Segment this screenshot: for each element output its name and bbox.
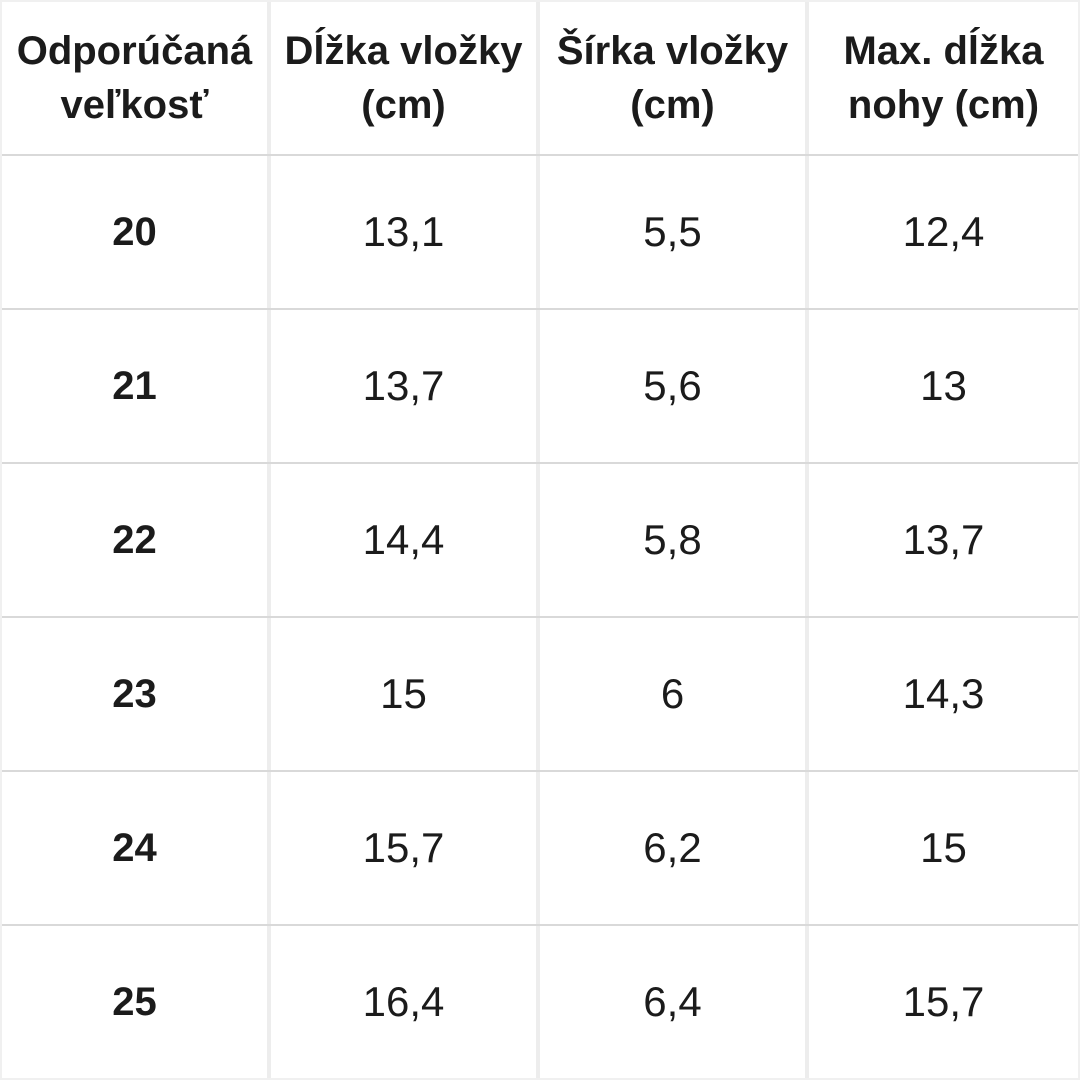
header-line: Dĺžka vložky: [284, 29, 523, 73]
header-line: (cm): [630, 83, 715, 127]
insole-width-cell: 5,8: [540, 464, 809, 616]
header-recommended-size-label: Odporúčaná veľkosť: [17, 24, 253, 132]
size-cell: 25: [2, 926, 271, 1078]
size-cell: 20: [2, 156, 271, 308]
insole-length-cell: 15,7: [271, 772, 540, 924]
table-row: 24 15,7 6,2 15: [2, 770, 1078, 924]
insole-length-cell: 13,1: [271, 156, 540, 308]
header-line: Max. dĺžka: [843, 29, 1044, 73]
size-cell: 23: [2, 618, 271, 770]
max-foot-length-cell: 13: [920, 362, 967, 409]
header-line: (cm): [361, 83, 446, 127]
header-insole-width-label: Šírka vložky (cm): [557, 24, 788, 132]
table-row: 25 16,4 6,4 15,7: [2, 924, 1078, 1078]
header-insole-length-label: Dĺžka vložky (cm): [285, 24, 523, 132]
header-line: nohy (cm): [847, 83, 1040, 127]
table-row: 21 13,7 5,6 13: [2, 308, 1078, 462]
insole-length-cell: 15: [271, 618, 540, 770]
max-foot-length-cell: 15: [920, 824, 967, 871]
table-row: 23 15 6 14,3: [2, 616, 1078, 770]
header-insole-length: Dĺžka vložky (cm): [271, 2, 540, 154]
insole-length-cell: 14,4: [271, 464, 540, 616]
header-insole-width: Šírka vložky (cm): [540, 2, 809, 154]
insole-width-cell: 6,4: [540, 926, 809, 1078]
table-row: 22 14,4 5,8 13,7: [2, 462, 1078, 616]
insole-width-cell: 6: [540, 618, 809, 770]
header-line: veľkosť: [60, 83, 209, 127]
max-foot-length-cell: 13,7: [902, 516, 985, 563]
table-header-row: Odporúčaná veľkosť Dĺžka vložky (cm) Šír…: [2, 2, 1078, 154]
size-cell: 24: [2, 772, 271, 924]
table-row: 20 13,1 5,5 12,4: [2, 154, 1078, 308]
max-foot-length-cell: 14,3: [902, 670, 985, 717]
header-line: Šírka vložky: [556, 29, 789, 73]
size-cell: 21: [2, 310, 271, 462]
insole-width-cell: 5,5: [540, 156, 809, 308]
max-foot-length-cell: 15,7: [902, 978, 985, 1025]
header-max-foot-length: Max. dĺžka nohy (cm): [809, 2, 1078, 154]
insole-length-cell: 16,4: [271, 926, 540, 1078]
header-recommended-size: Odporúčaná veľkosť: [2, 2, 271, 154]
header-line: Odporúčaná: [16, 29, 253, 73]
insole-width-cell: 6,2: [540, 772, 809, 924]
insole-length-cell: 13,7: [271, 310, 540, 462]
max-foot-length-cell: 12,4: [902, 208, 985, 255]
insole-width-cell: 5,6: [540, 310, 809, 462]
header-max-foot-length-label: Max. dĺžka nohy (cm): [843, 24, 1043, 132]
size-cell: 22: [2, 464, 271, 616]
